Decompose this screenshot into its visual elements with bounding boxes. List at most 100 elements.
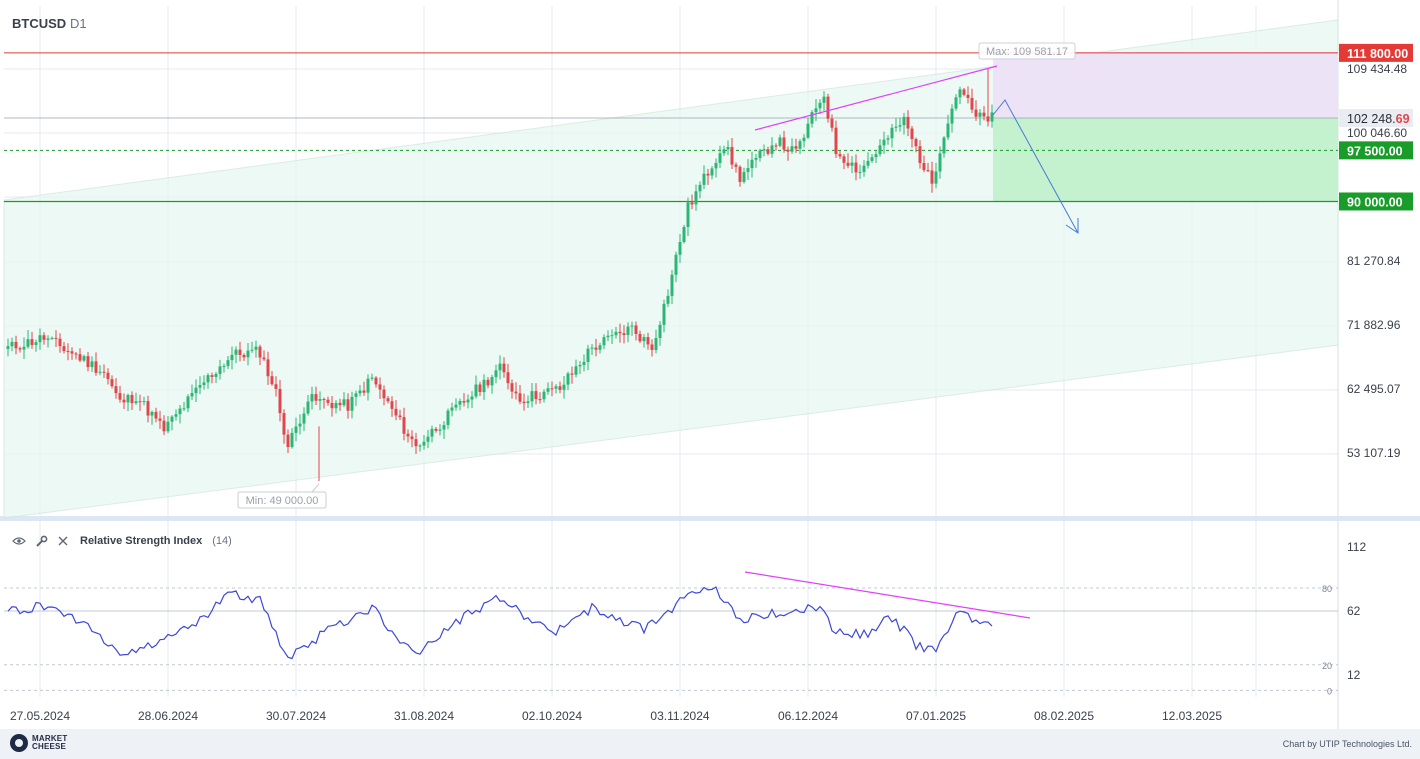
candle-body [110,379,114,387]
candle-body [230,354,234,361]
candle-body [514,391,518,394]
candle-body [214,373,218,377]
candle-body [38,335,42,343]
rsi-trendline [744,571,1031,619]
current-price-frac: 69 [1396,112,1410,126]
horizontal-levels [4,52,1338,203]
candle-body [478,384,482,393]
candle-body [418,445,422,447]
time-axis-tick: 12.03.2025 [1162,709,1222,723]
candle-body [766,149,770,154]
candle-body [638,333,642,342]
rsi-toolbar: Relative Strength Index (14) [10,532,232,550]
candle-body [446,410,450,426]
candle-body [966,94,970,98]
candle-body [174,414,178,417]
chart-annotations: Max: 109 581.17 Min: 49 000.00 [237,42,1079,509]
candle-body [942,137,946,154]
footer-bar: MARKET CHEESE Chart by UTIP Technologies… [0,729,1420,759]
close-icon[interactable] [54,532,72,550]
candle-body [270,376,274,385]
candle-body [262,357,266,360]
rsi-axis-tick: 12 [1347,668,1361,682]
candle-body [26,339,30,347]
candle-body [718,153,722,163]
rsi-panel: 80 20 0 112 62 12 [4,540,1366,696]
candle-body [198,385,202,388]
badge-resistance [1339,43,1413,62]
candle-body [234,349,238,355]
candle-body [250,349,254,351]
candle-body [578,365,582,367]
candle-body [82,356,86,361]
candle-body [950,108,954,124]
candle-body [274,384,278,389]
candle-body [878,145,882,155]
candle-body [946,123,950,138]
wrench-icon[interactable] [32,532,50,550]
rsi-line [7,586,993,660]
candle-body [666,295,670,304]
candle-body [590,347,594,349]
eye-icon[interactable] [10,532,28,550]
candle-body [186,396,190,409]
price-chart[interactable]: Max: 109 581.17 Min: 49 000.00 80 20 0 112 62… [0,0,1420,729]
candle-body [482,379,486,393]
candle-body [914,139,918,147]
candle-body [706,173,710,176]
candle-body [182,408,186,410]
candle-body [86,356,90,368]
rsi-title: Relative Strength Index [80,535,203,547]
candle-body [426,436,430,442]
candle-body [850,162,854,166]
candle-body [410,436,414,440]
candle-body [830,118,834,128]
candle-body [778,137,782,146]
candle-body [470,396,474,400]
time-axis-tick: 27.05.2024 [10,709,70,723]
candle-body [430,428,434,437]
candle-body [838,154,842,157]
candle-body [810,112,814,124]
candle-body [14,341,18,349]
logo-line-2: CHEESE [32,742,67,751]
candle-body [862,165,866,172]
max-label-box [978,42,1076,60]
candle-body [126,395,130,403]
brand-logo[interactable]: MARKET CHEESE [10,734,67,752]
candle-body [782,137,786,150]
candle-body [170,416,174,422]
candle-body [926,170,930,172]
candle-body [698,184,702,192]
candle-body [374,377,378,385]
candle-body [794,146,798,149]
candle-body [30,339,34,345]
candle-body [562,384,566,390]
candle-body [122,399,126,403]
candle-body [118,393,122,400]
candle-body [494,370,498,378]
candle-body [758,150,762,158]
candle-body [202,382,206,386]
candle-body [538,399,542,401]
badge-support [1339,192,1413,211]
candle-body [222,365,226,367]
candle-body [398,415,402,418]
candlestick-series [6,68,994,481]
candle-body [958,89,962,98]
candle-body [806,123,810,138]
candle-body [390,401,394,409]
badge-support-label: 90 000.00 [1347,195,1403,209]
candle-body [18,348,22,350]
target-zones [993,52,1338,202]
candle-body [602,337,606,346]
candle-body [526,401,530,404]
candle-body [258,346,262,358]
candle-body [246,350,250,358]
candle-body [310,394,314,402]
candle-body [450,407,454,411]
candle-body [834,127,838,155]
candle-body [622,333,626,336]
candle-body [154,411,158,419]
candle-body [242,354,246,358]
